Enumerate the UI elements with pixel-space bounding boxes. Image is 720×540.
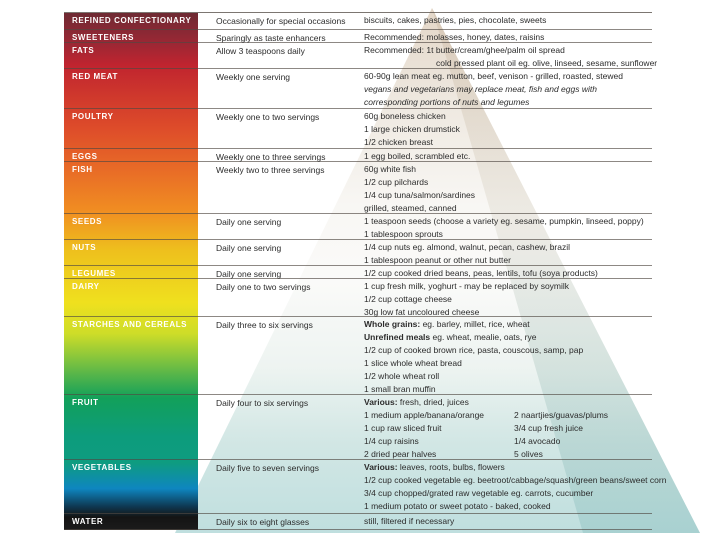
- table-row: EGGS Weekly one to three servings 1 egg bo…: [64, 149, 652, 162]
- details-cell: 1/2 cup cooked dried beans, peas, lentil…: [359, 266, 652, 278]
- detail-line: 1 cup raw sliced fruit 3/4 cup fresh juic…: [364, 423, 583, 433]
- table-row: REFINED CONFECTIONARY Occasionally for sp…: [64, 13, 652, 30]
- category-cell: SEEDS: [72, 217, 103, 226]
- detail-line-second-column: 3/4 cup fresh juice: [514, 423, 583, 433]
- category-cell: EGGS: [72, 152, 98, 161]
- category-cell: LEGUMES: [72, 269, 116, 278]
- category-cell: FATS: [72, 46, 95, 55]
- details-cell: 1/4 cup nuts eg. almond, walnut, pecan, …: [359, 240, 652, 265]
- frequency-cell: Allow 3 teaspoons daily: [216, 46, 305, 56]
- details-cell: Recommended: molasses, honey, dates, rai…: [359, 30, 652, 42]
- frequency-cell: Daily five to seven servings: [216, 463, 319, 473]
- category-cell: WATER: [72, 517, 104, 526]
- details-cell: 1 teaspoon seeds (choose a variety eg. s…: [359, 214, 652, 239]
- detail-line: 1/4 cup nuts eg. almond, walnut, pecan, …: [364, 242, 571, 252]
- frequency-cell: Daily one serving: [216, 269, 282, 279]
- frequency-cell: Weekly two to three servings: [216, 165, 325, 175]
- detail-line: 1/2 cup cottage cheese: [364, 294, 452, 304]
- frequency-cell: Weekly one serving: [216, 72, 291, 82]
- details-cell: Recommended: 1t butter/cream/ghee/palm o…: [359, 43, 659, 68]
- detail-line: 60g boneless chicken: [364, 111, 446, 121]
- category-cell: SWEETENERS: [72, 33, 135, 42]
- detail-lead: Various:: [364, 462, 398, 472]
- category-cell: NUTS: [72, 243, 97, 252]
- detail-line: vegans and vegetarians may replace meat,…: [364, 84, 597, 94]
- table-row: WATER Daily six to eight glasses still, fi…: [64, 514, 652, 530]
- detail-line: 1/4 cup tuna/salmon/sardines: [364, 190, 476, 200]
- category-cell: POULTRY: [72, 112, 114, 121]
- detail-line: 1 teaspoon seeds (choose a variety eg. s…: [364, 216, 644, 226]
- category-cell: DAIRY: [72, 282, 100, 291]
- detail-line: Recommended: 1t butter/cream/ghee/palm o…: [364, 45, 565, 55]
- detail-line: corresponding portions of nuts and legum…: [364, 97, 530, 107]
- detail-line: 1/2 whole wheat roll: [364, 371, 440, 381]
- detail-line: 1/2 cup cooked vegetable eg. beetroot/ca…: [364, 475, 667, 485]
- detail-line: Various: fresh, dried, juices: [364, 397, 469, 407]
- table-row: NUTS Daily one serving 1/4 cup nuts eg. al…: [64, 240, 652, 266]
- frequency-cell: Weekly one to three servings: [216, 152, 326, 162]
- category-cell: REFINED CONFECTIONARY: [72, 16, 192, 25]
- detail-line: 1 cup fresh milk, yoghurt - may be repla…: [364, 281, 570, 291]
- frequency-cell: Daily three to six servings: [216, 320, 313, 330]
- frequency-cell: Weekly one to two servings: [216, 112, 320, 122]
- detail-lead: Unrefined meals: [364, 332, 431, 342]
- frequency-cell: Daily six to eight glasses: [216, 517, 310, 527]
- detail-line-second-column: 2 naartjies/guavas/plums: [514, 410, 609, 420]
- detail-line: 1/4 cup raisins 1/4 avocado: [364, 436, 561, 446]
- table-row: POULTRY Weekly one to two servings 60g bon…: [64, 109, 652, 149]
- detail-line: 1/2 chicken breast: [364, 137, 433, 147]
- table-row: DAIRY Daily one to two servings 1 cup fres…: [64, 279, 652, 317]
- details-cell: 60g white fish 1/2 cup pilchards 1/4 cup t…: [359, 162, 652, 213]
- table-row: SWEETENERS Sparingly as taste enhancers Re…: [64, 30, 652, 43]
- table-row: STARCHES AND CEREALS Daily three to six s…: [64, 317, 652, 395]
- detail-line: 1/2 cup pilchards: [364, 177, 429, 187]
- detail-line: 60g white fish: [364, 164, 416, 174]
- details-cell: Various: leaves, roots, bulbs, flowers 1/…: [359, 460, 668, 513]
- detail-line: Unrefined meals eg. wheat, mealie, oats,…: [364, 332, 537, 342]
- frequency-cell: Daily one serving: [216, 243, 282, 253]
- detail-line: still, filtered if necessary: [364, 516, 455, 526]
- details-cell: Various: fresh, dried, juices 1 medium ap…: [359, 395, 652, 459]
- detail-line: 1 slice whole wheat bread: [364, 358, 462, 368]
- details-cell: biscuits, cakes, pastries, pies, chocola…: [359, 13, 652, 29]
- table-row: FISH Weekly two to three servings 60g whit…: [64, 162, 652, 214]
- category-cell: FRUIT: [72, 398, 99, 407]
- detail-line: 1 medium apple/banana/orange 2 naartjies/…: [364, 410, 609, 420]
- detail-line: 1/2 cup of cooked brown rice, pasta, cou…: [364, 345, 584, 355]
- frequency-cell: Daily four to six servings: [216, 398, 309, 408]
- detail-line: 1 large chicken drumstick: [364, 124, 460, 134]
- details-cell: 1 egg boiled, scrambled etc.: [359, 149, 652, 161]
- category-cell: VEGETABLES: [72, 463, 132, 472]
- detail-line: 60-90g lean meat eg. mutton, beef, venis…: [364, 71, 623, 81]
- table-row: RED MEAT Weekly one serving 60-90g lean me…: [64, 69, 652, 109]
- table-row: FATS Allow 3 teaspoons daily Recommended: …: [64, 43, 657, 69]
- table-row: SEEDS Daily one serving 1 teaspoon seeds (…: [64, 214, 652, 240]
- frequency-cell: Daily one serving: [216, 217, 282, 227]
- details-cell: Whole grains: eg. barley, millet, rice, …: [359, 317, 652, 394]
- detail-lead: Various:: [364, 397, 398, 407]
- table-row: FRUIT Daily four to six servings Various: …: [64, 395, 652, 460]
- frequency-cell: Sparingly as taste enhancers: [216, 33, 326, 43]
- details-cell: still, filtered if necessary: [359, 514, 652, 529]
- detail-line: 1 medium potato or sweet potato - baked,…: [364, 501, 551, 511]
- detail-line: Various: leaves, roots, bulbs, flowers: [364, 462, 505, 472]
- table-row: VEGETABLES Daily five to seven servings Va…: [64, 460, 666, 514]
- category-cell: FISH: [72, 165, 93, 174]
- detail-line: biscuits, cakes, pastries, pies, chocola…: [364, 15, 547, 25]
- detail-line: 3/4 cup chopped/grated raw vegetable eg.…: [364, 488, 594, 498]
- category-cell: STARCHES AND CEREALS: [72, 320, 188, 329]
- frequency-cell: Occasionally for special occasions: [216, 16, 346, 26]
- detail-lead: Whole grains:: [364, 319, 421, 329]
- food-guide-table: REFINED CONFECTIONARY Occasionally for sp…: [64, 12, 666, 530]
- frequency-cell: Daily one to two servings: [216, 282, 311, 292]
- table-row: LEGUMES Daily one serving 1/2 cup cooked d…: [64, 266, 652, 279]
- details-cell: 1 cup fresh milk, yoghurt - may be repla…: [359, 279, 652, 317]
- detail-line: Whole grains: eg. barley, millet, rice, …: [364, 319, 530, 329]
- details-cell: 60-90g lean meat eg. mutton, beef, venis…: [359, 69, 652, 108]
- detail-line-second-column: 1/4 avocado: [514, 436, 561, 446]
- category-cell: RED MEAT: [72, 72, 118, 81]
- details-cell: 60g boneless chicken 1 large chicken drum…: [359, 109, 652, 148]
